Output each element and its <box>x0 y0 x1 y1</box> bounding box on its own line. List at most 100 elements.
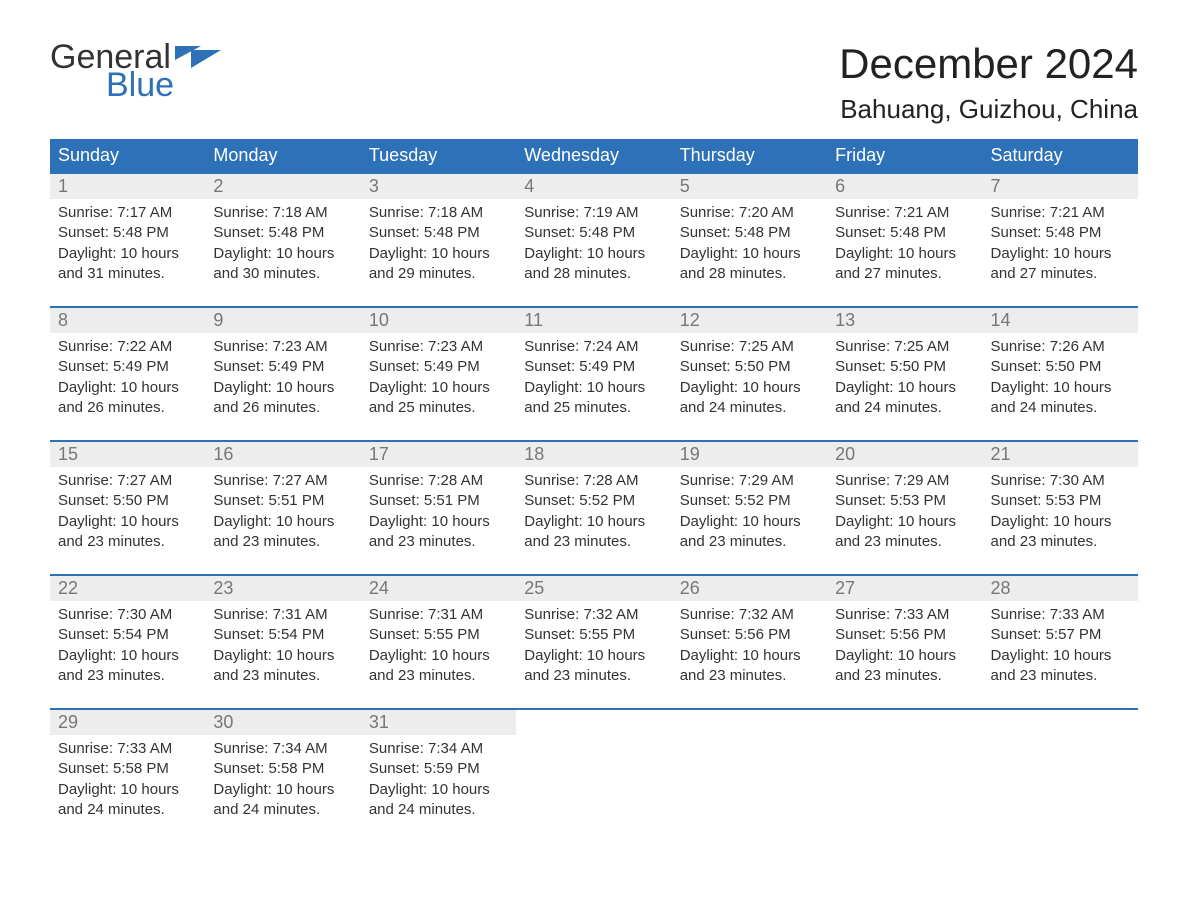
weekday-header: Wednesday <box>516 139 671 173</box>
sunrise-line: Sunrise: 7:20 AM <box>680 203 819 223</box>
day-number-cell <box>672 709 827 735</box>
day-number: 30 <box>205 710 360 735</box>
sunrise-line: Sunrise: 7:31 AM <box>369 605 508 625</box>
day-cell: Sunrise: 7:32 AMSunset: 5:55 PMDaylight:… <box>516 601 671 709</box>
sunrise-line: Sunrise: 7:28 AM <box>524 471 663 491</box>
day-details: Sunrise: 7:33 AMSunset: 5:58 PMDaylight:… <box>50 735 205 842</box>
day-cell: Sunrise: 7:32 AMSunset: 5:56 PMDaylight:… <box>672 601 827 709</box>
daylight-line: Daylight: 10 hours and 28 minutes. <box>680 244 819 285</box>
day-details: Sunrise: 7:33 AMSunset: 5:57 PMDaylight:… <box>983 601 1138 708</box>
day-number: 15 <box>50 442 205 467</box>
sunrise-line: Sunrise: 7:18 AM <box>369 203 508 223</box>
sunset-line: Sunset: 5:49 PM <box>58 357 197 377</box>
sunset-line: Sunset: 5:48 PM <box>835 223 974 243</box>
day-details: Sunrise: 7:22 AMSunset: 5:49 PMDaylight:… <box>50 333 205 440</box>
day-number-cell: 29 <box>50 709 205 735</box>
day-number-cell: 11 <box>516 307 671 333</box>
day-details: Sunrise: 7:27 AMSunset: 5:50 PMDaylight:… <box>50 467 205 574</box>
sunset-line: Sunset: 5:51 PM <box>369 491 508 511</box>
daylight-line: Daylight: 10 hours and 23 minutes. <box>835 512 974 553</box>
day-number-cell: 3 <box>361 173 516 199</box>
sunset-line: Sunset: 5:48 PM <box>58 223 197 243</box>
day-number-cell: 12 <box>672 307 827 333</box>
day-number: 11 <box>516 308 671 333</box>
day-details: Sunrise: 7:17 AMSunset: 5:48 PMDaylight:… <box>50 199 205 306</box>
sunrise-line: Sunrise: 7:27 AM <box>58 471 197 491</box>
day-cell <box>672 735 827 842</box>
day-number: 5 <box>672 174 827 199</box>
daylight-line: Daylight: 10 hours and 25 minutes. <box>524 378 663 419</box>
day-number: 14 <box>983 308 1138 333</box>
day-cell: Sunrise: 7:20 AMSunset: 5:48 PMDaylight:… <box>672 199 827 307</box>
sunrise-line: Sunrise: 7:31 AM <box>213 605 352 625</box>
day-number-cell: 1 <box>50 173 205 199</box>
day-details: Sunrise: 7:27 AMSunset: 5:51 PMDaylight:… <box>205 467 360 574</box>
sunset-line: Sunset: 5:48 PM <box>680 223 819 243</box>
logo: General Blue <box>50 40 221 102</box>
sunrise-line: Sunrise: 7:30 AM <box>58 605 197 625</box>
day-number-cell: 26 <box>672 575 827 601</box>
day-cell: Sunrise: 7:25 AMSunset: 5:50 PMDaylight:… <box>827 333 982 441</box>
day-number-cell: 28 <box>983 575 1138 601</box>
sunrise-line: Sunrise: 7:17 AM <box>58 203 197 223</box>
day-number-cell: 19 <box>672 441 827 467</box>
day-number: 16 <box>205 442 360 467</box>
daylight-line: Daylight: 10 hours and 23 minutes. <box>524 646 663 687</box>
day-number-cell: 21 <box>983 441 1138 467</box>
day-cell <box>516 735 671 842</box>
daylight-line: Daylight: 10 hours and 23 minutes. <box>680 646 819 687</box>
day-number-cell: 22 <box>50 575 205 601</box>
day-number: 4 <box>516 174 671 199</box>
day-number-cell: 31 <box>361 709 516 735</box>
day-cell: Sunrise: 7:28 AMSunset: 5:52 PMDaylight:… <box>516 467 671 575</box>
day-cell: Sunrise: 7:34 AMSunset: 5:58 PMDaylight:… <box>205 735 360 842</box>
day-cell: Sunrise: 7:18 AMSunset: 5:48 PMDaylight:… <box>361 199 516 307</box>
day-cell: Sunrise: 7:19 AMSunset: 5:48 PMDaylight:… <box>516 199 671 307</box>
day-number: 18 <box>516 442 671 467</box>
weekday-header: Thursday <box>672 139 827 173</box>
day-cell <box>827 735 982 842</box>
daylight-line: Daylight: 10 hours and 29 minutes. <box>369 244 508 285</box>
day-cell: Sunrise: 7:28 AMSunset: 5:51 PMDaylight:… <box>361 467 516 575</box>
weekday-header: Sunday <box>50 139 205 173</box>
day-details: Sunrise: 7:25 AMSunset: 5:50 PMDaylight:… <box>827 333 982 440</box>
logo-word2: Blue <box>50 68 221 102</box>
day-number-cell: 27 <box>827 575 982 601</box>
day-cell: Sunrise: 7:33 AMSunset: 5:58 PMDaylight:… <box>50 735 205 842</box>
day-details: Sunrise: 7:28 AMSunset: 5:52 PMDaylight:… <box>516 467 671 574</box>
day-details: Sunrise: 7:31 AMSunset: 5:54 PMDaylight:… <box>205 601 360 708</box>
day-number: 13 <box>827 308 982 333</box>
daylight-line: Daylight: 10 hours and 23 minutes. <box>991 646 1130 687</box>
day-cell: Sunrise: 7:30 AMSunset: 5:54 PMDaylight:… <box>50 601 205 709</box>
sunset-line: Sunset: 5:50 PM <box>991 357 1130 377</box>
day-number-cell <box>827 709 982 735</box>
day-number: 10 <box>361 308 516 333</box>
daylight-line: Daylight: 10 hours and 23 minutes. <box>991 512 1130 553</box>
day-number: 1 <box>50 174 205 199</box>
day-details: Sunrise: 7:30 AMSunset: 5:53 PMDaylight:… <box>983 467 1138 574</box>
day-number-cell: 5 <box>672 173 827 199</box>
sunrise-line: Sunrise: 7:29 AM <box>835 471 974 491</box>
day-number-cell <box>516 709 671 735</box>
calendar-header: SundayMondayTuesdayWednesdayThursdayFrid… <box>50 139 1138 173</box>
sunset-line: Sunset: 5:52 PM <box>524 491 663 511</box>
day-cell: Sunrise: 7:29 AMSunset: 5:53 PMDaylight:… <box>827 467 982 575</box>
day-number: 26 <box>672 576 827 601</box>
day-cell: Sunrise: 7:23 AMSunset: 5:49 PMDaylight:… <box>361 333 516 441</box>
daylight-line: Daylight: 10 hours and 30 minutes. <box>213 244 352 285</box>
sunset-line: Sunset: 5:48 PM <box>991 223 1130 243</box>
sunrise-line: Sunrise: 7:23 AM <box>213 337 352 357</box>
sunset-line: Sunset: 5:57 PM <box>991 625 1130 645</box>
sunrise-line: Sunrise: 7:24 AM <box>524 337 663 357</box>
day-cell: Sunrise: 7:25 AMSunset: 5:50 PMDaylight:… <box>672 333 827 441</box>
sunrise-line: Sunrise: 7:27 AM <box>213 471 352 491</box>
day-number-cell: 7 <box>983 173 1138 199</box>
day-cell: Sunrise: 7:34 AMSunset: 5:59 PMDaylight:… <box>361 735 516 842</box>
sunrise-line: Sunrise: 7:29 AM <box>680 471 819 491</box>
day-number-cell: 10 <box>361 307 516 333</box>
day-details: Sunrise: 7:29 AMSunset: 5:52 PMDaylight:… <box>672 467 827 574</box>
day-number-cell: 24 <box>361 575 516 601</box>
sunset-line: Sunset: 5:56 PM <box>835 625 974 645</box>
sunrise-line: Sunrise: 7:21 AM <box>835 203 974 223</box>
day-number-cell <box>983 709 1138 735</box>
